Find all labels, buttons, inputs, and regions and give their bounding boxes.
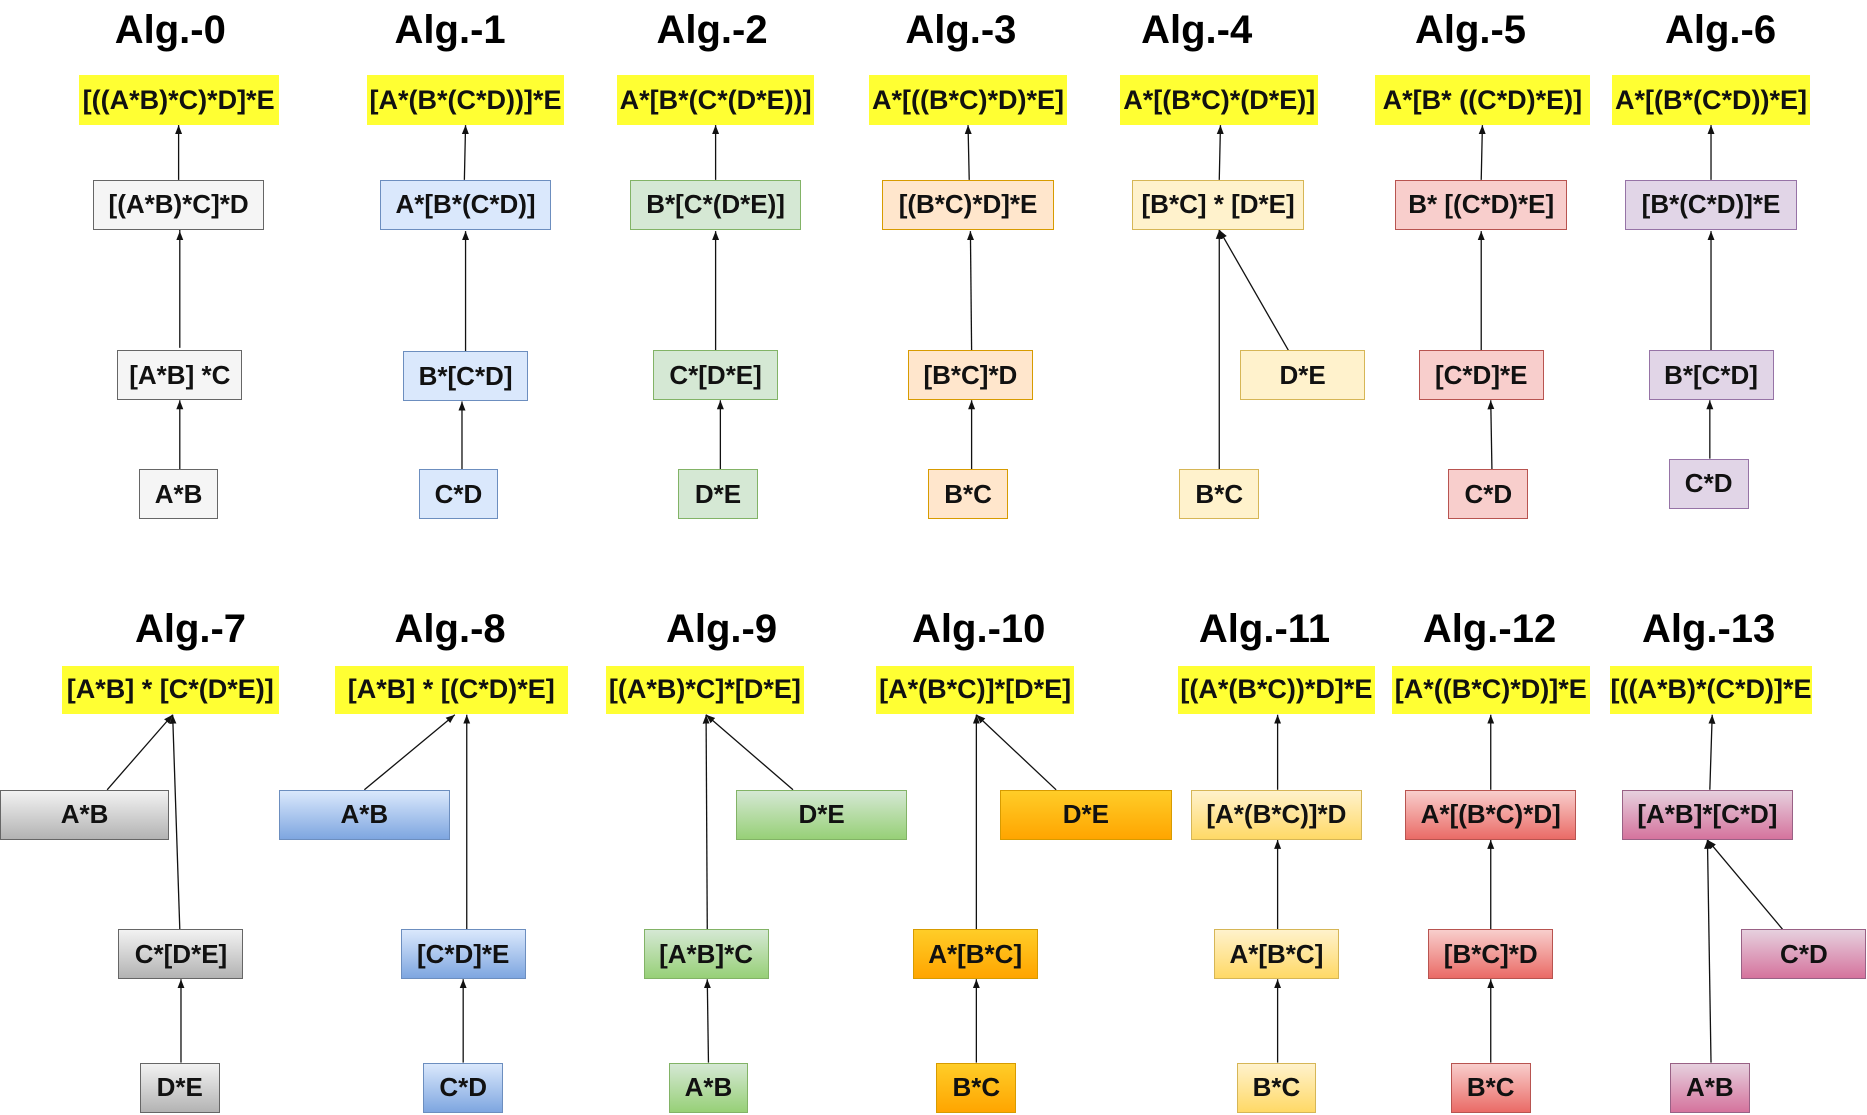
result-expression: [(A*(B*C))*D]*E xyxy=(1177,665,1376,714)
edge-arrow xyxy=(1487,400,1495,470)
subexpression-node: [B*(C*D)]*E xyxy=(1625,179,1797,230)
edge-arrow xyxy=(964,125,972,180)
subexpression-node: D*E xyxy=(735,789,908,840)
edge-arrow xyxy=(703,979,711,1063)
subexpression-node: [C*D]*E xyxy=(400,929,526,980)
subexpression-node: B*C xyxy=(936,1062,1017,1113)
subexpression-node: D*E xyxy=(678,469,758,520)
edge-arrow xyxy=(702,714,710,930)
subexpression-node: C*[D*E] xyxy=(653,350,779,401)
algorithm-title: Alg.-7 xyxy=(134,606,247,651)
subexpression-node: B*C xyxy=(1179,469,1260,520)
edge-arrow xyxy=(975,714,1057,791)
subexpression-node: A*[B*(C*D)] xyxy=(379,179,552,230)
algorithm-title: Alg.-0 xyxy=(114,7,226,52)
subexpression-node: [C*D]*E xyxy=(1418,350,1544,401)
edge-arrow xyxy=(1216,125,1224,180)
algorithm-title: Alg.-3 xyxy=(905,7,1017,52)
subexpression-node: [A*B]*[C*D] xyxy=(1621,789,1794,840)
subexpression-node: B*C xyxy=(1450,1062,1531,1113)
subexpression-node: C*[D*E] xyxy=(118,929,244,980)
subexpression-node: [A*B] *C xyxy=(117,350,243,401)
subexpression-node: C*D xyxy=(1448,469,1529,520)
result-expression: A*[((B*C)*D)*E] xyxy=(869,75,1067,126)
edge-arrow xyxy=(1704,839,1712,1063)
subexpression-node: C*D xyxy=(1741,929,1867,980)
subexpression-node: C*D xyxy=(1668,458,1749,509)
edge-arrow xyxy=(461,125,469,180)
edge-arrow xyxy=(1706,839,1783,930)
algorithm-title: Alg.-10 xyxy=(912,606,1046,651)
result-expression: A*[B*(C*(D*E))] xyxy=(616,75,815,126)
algorithm-title: Alg.-5 xyxy=(1414,7,1527,52)
subexpression-node: B*[C*D] xyxy=(1648,350,1774,401)
algorithm-title: Alg.-1 xyxy=(394,7,506,52)
subexpression-node: B*C xyxy=(1236,1062,1317,1113)
subexpression-node: D*E xyxy=(1240,350,1366,401)
subexpression-node: D*E xyxy=(139,1062,220,1113)
algorithm-title: Alg.-2 xyxy=(656,7,768,52)
edge-arrow xyxy=(1478,125,1486,180)
subexpression-node: [B*C]*D xyxy=(1428,929,1554,980)
subexpression-node: [(B*C)*D]*E xyxy=(882,179,1054,230)
subexpression-node: A*B xyxy=(278,789,451,840)
edge-arrow xyxy=(967,231,975,351)
result-expression: A*[(B*C)*(D*E)] xyxy=(1120,75,1319,126)
subexpression-node: A*[B*C] xyxy=(912,929,1038,980)
algorithm-title: Alg.-4 xyxy=(1141,7,1253,52)
subexpression-node: C*D xyxy=(423,1062,504,1113)
algorithm-title: Alg.-12 xyxy=(1422,606,1557,651)
subexpression-node: [B*C] * [D*E] xyxy=(1132,179,1304,230)
subexpression-node: [A*B]*C xyxy=(643,929,769,980)
result-expression: [((A*B)*C)*D]*E xyxy=(78,75,279,126)
subexpression-node: [A*(B*C)]*D xyxy=(1190,789,1363,840)
subexpression-node: [(A*B)*C]*D xyxy=(92,179,265,230)
result-expression: [A*((B*C)*D)]*E xyxy=(1391,665,1590,714)
subexpression-node: A*[(B*C)*D] xyxy=(1405,789,1577,840)
algorithm-title: Alg.-8 xyxy=(394,606,506,651)
subexpression-node: B*[C*D] xyxy=(403,351,529,402)
subexpression-node: A*[B*C] xyxy=(1213,929,1339,980)
subexpression-node: B*C xyxy=(928,469,1008,520)
algorithm-title: Alg.-13 xyxy=(1641,606,1776,651)
edge-arrow xyxy=(1708,714,1716,790)
edge-arrow xyxy=(106,714,174,791)
algorithm-title: Alg.-9 xyxy=(665,606,778,651)
edge-arrow xyxy=(705,714,794,791)
subexpression-node: D*E xyxy=(1000,789,1172,840)
subexpression-node: C*D xyxy=(418,469,499,520)
subexpression-node: B* [(C*D)*E] xyxy=(1395,179,1567,230)
edge-arrow xyxy=(1218,229,1289,351)
subexpression-node: [B*C]*D xyxy=(907,350,1033,401)
subexpression-node: B*[C*(D*E)] xyxy=(629,179,802,230)
result-expression: A*[(B*(C*D))*E] xyxy=(1612,75,1810,126)
result-expression: [A*(B*(C*D))]*E xyxy=(366,75,565,126)
result-expression: [A*B] * [C*(D*E)] xyxy=(61,665,279,714)
subexpression-node: A*B xyxy=(668,1062,749,1113)
edge-arrow xyxy=(169,714,181,930)
result-expression: [(A*B)*C]*[D*E] xyxy=(606,665,804,714)
result-expression: [A*B] * [(C*D)*E] xyxy=(334,665,568,714)
algorithm-title: Alg.-11 xyxy=(1198,606,1331,651)
subexpression-node: A*B xyxy=(1669,1062,1750,1113)
algorithm-title: Alg.-6 xyxy=(1664,7,1777,52)
result-expression: [A*(B*C)]*[D*E] xyxy=(876,665,1074,714)
subexpression-node: A*B xyxy=(138,469,219,520)
edge-arrow xyxy=(363,714,456,791)
result-expression: [((A*B)*(C*D)]*E xyxy=(1609,665,1813,714)
result-expression: A*[B* ((C*D)*E)] xyxy=(1375,75,1590,126)
subexpression-node: A*B xyxy=(0,789,170,840)
